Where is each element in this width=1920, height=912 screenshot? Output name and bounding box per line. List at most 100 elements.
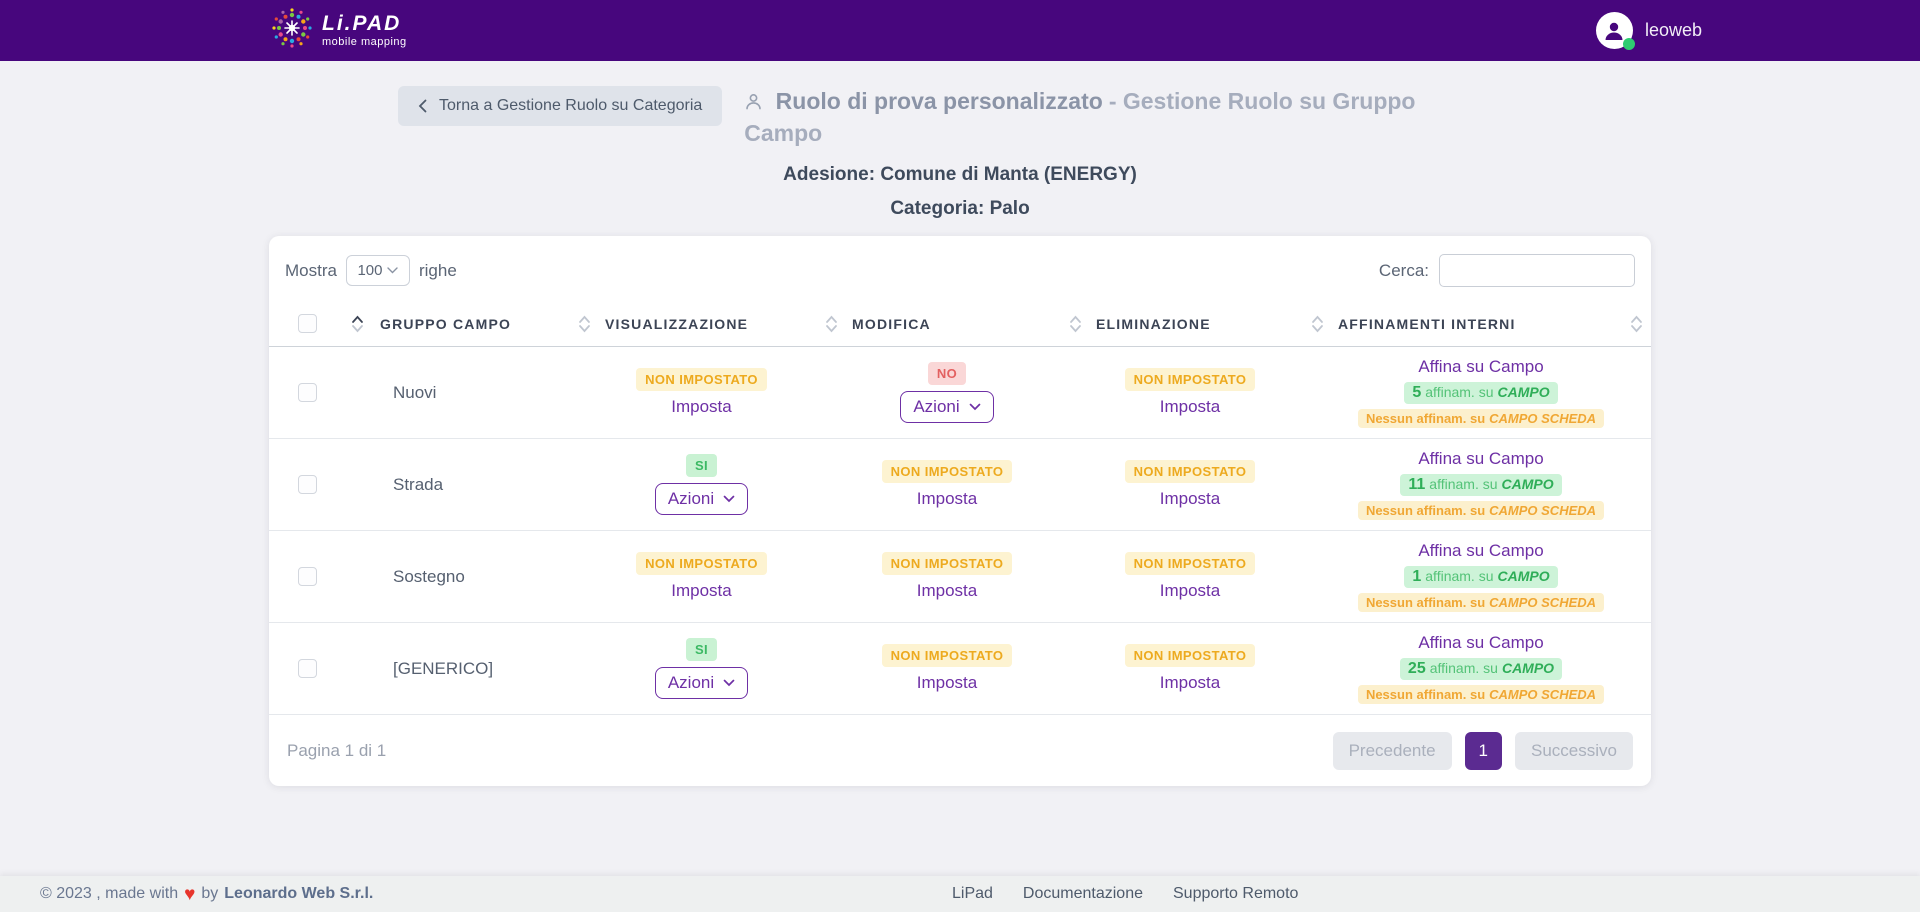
visualizzazione-badge: SI	[685, 454, 718, 477]
campo-count-badge: 25 affinam. su CAMPO	[1399, 658, 1563, 680]
logo-title: Li.PAD	[322, 12, 402, 35]
campo-scheda-text: CAMPO SCHEDA	[1489, 503, 1597, 518]
visualizzazione-badge: NON IMPOSTATO	[636, 552, 767, 575]
adesione-value: Comune di Manta (ENERGY)	[880, 164, 1137, 185]
top-navbar: Li.PAD mobile mapping leoweb	[0, 0, 1920, 61]
eliminazione-badge: NON IMPOSTATO	[1124, 644, 1256, 667]
logo-starburst-icon	[270, 6, 314, 55]
categoria-value: Palo	[989, 198, 1030, 219]
imposta-link[interactable]: Imposta	[671, 397, 732, 416]
column-header-visualizzazione[interactable]: VISUALIZZAZIONE	[578, 315, 825, 333]
affina-su-campo-link[interactable]: Affina su Campo	[1418, 541, 1544, 560]
mostra-label: Mostra	[285, 260, 337, 280]
azioni-button[interactable]: Azioni	[900, 391, 994, 423]
app-logo[interactable]: Li.PAD mobile mapping	[270, 6, 407, 55]
sort-icon[interactable]	[351, 315, 364, 333]
adesione-label: Adesione:	[783, 164, 876, 185]
username: leoweb	[1644, 20, 1702, 40]
column-header-modifica[interactable]: MODIFICA	[825, 315, 1069, 333]
affina-su-campo-link[interactable]: Affina su Campo	[1418, 633, 1544, 652]
imposta-link[interactable]: Imposta	[1159, 397, 1221, 416]
campo-scheda-text: CAMPO SCHEDA	[1489, 687, 1597, 702]
sort-icon[interactable]	[825, 315, 838, 333]
previous-page-button[interactable]: Precedente	[1332, 731, 1452, 770]
footer-link-lipad[interactable]: LiPad	[952, 885, 993, 902]
gruppo-campo-name: Strada	[393, 474, 444, 494]
imposta-link[interactable]: Imposta	[1159, 673, 1221, 692]
pagination-info: Pagina 1 di 1	[287, 740, 387, 760]
column-label: ELIMINAZIONE	[1096, 315, 1211, 332]
next-page-button[interactable]: Successivo	[1515, 731, 1633, 770]
campo-scheda-text: CAMPO SCHEDA	[1489, 411, 1597, 426]
affinam-su-text: affinam. su	[1425, 384, 1494, 400]
column-label: MODIFICA	[852, 315, 931, 332]
copyright-text: © 2023 , made with	[40, 885, 179, 902]
imposta-link[interactable]: Imposta	[916, 489, 978, 508]
page-size-select[interactable]: 100	[345, 255, 410, 286]
user-menu[interactable]: leoweb	[1595, 12, 1702, 50]
imposta-link[interactable]: Imposta	[1159, 489, 1221, 508]
current-page-button[interactable]: 1	[1464, 731, 1503, 770]
azioni-button[interactable]: Azioni	[654, 483, 749, 515]
chevron-down-icon	[723, 495, 735, 503]
column-header-gruppo-campo[interactable]: GRUPPO CAMPO	[345, 315, 578, 333]
sort-icon[interactable]	[1311, 315, 1324, 333]
eliminazione-badge: NON IMPOSTATO	[1124, 368, 1256, 391]
imposta-link[interactable]: Imposta	[1159, 581, 1221, 600]
imposta-link[interactable]: Imposta	[916, 673, 978, 692]
campo-count: 25	[1407, 660, 1426, 677]
campo-scheda-badge: Nessun affinam. su CAMPO SCHEDA	[1357, 409, 1605, 428]
back-button-label: Torna a Gestione Ruolo su Categoria	[439, 97, 703, 114]
logo-wordmark: Li.PAD mobile mapping	[322, 13, 407, 48]
table-row: Strada SI Azioni NON IMPOSTATO Imposta N…	[269, 439, 1651, 531]
affina-su-campo-link[interactable]: Affina su Campo	[1418, 357, 1544, 376]
azioni-label: Azioni	[913, 397, 960, 416]
select-all-checkbox[interactable]	[297, 314, 317, 333]
campo-count: 5	[1412, 384, 1422, 401]
chevron-left-icon	[418, 99, 427, 113]
gruppo-campo-name: Nuovi	[393, 382, 437, 402]
column-header-affinamenti-interni[interactable]: AFFINAMENTI INTERNI	[1311, 315, 1651, 333]
visualizzazione-badge: SI	[685, 638, 718, 661]
azioni-button[interactable]: Azioni	[654, 667, 749, 699]
sort-icon[interactable]	[578, 315, 591, 333]
campo-text: CAMPO	[1501, 476, 1554, 492]
search-input[interactable]	[1439, 254, 1635, 287]
imposta-link[interactable]: Imposta	[671, 581, 732, 600]
column-header-eliminazione[interactable]: ELIMINAZIONE	[1069, 315, 1311, 333]
imposta-link[interactable]: Imposta	[916, 581, 978, 600]
row-checkbox[interactable]	[297, 475, 317, 494]
back-button[interactable]: Torna a Gestione Ruolo su Categoria	[398, 86, 723, 126]
affinam-su-text: affinam. su	[1425, 568, 1494, 584]
row-checkbox[interactable]	[297, 659, 317, 678]
campo-count-badge: 1 affinam. su CAMPO	[1404, 566, 1558, 588]
avatar	[1595, 12, 1635, 50]
footer-links: LiPad Documentazione Supporto Remoto	[952, 885, 1298, 903]
nessun-text: Nessun affinam. su	[1365, 595, 1486, 610]
campo-count-badge: 11 affinam. su CAMPO	[1400, 474, 1562, 496]
footer-link-supporto-remoto[interactable]: Supporto Remoto	[1173, 885, 1299, 902]
sort-icon[interactable]	[1630, 315, 1643, 333]
affina-su-campo-link[interactable]: Affina su Campo	[1418, 449, 1544, 468]
modifica-badge: NON IMPOSTATO	[881, 460, 1013, 483]
page-header: Torna a Gestione Ruolo su Categoria Ruol…	[269, 86, 1651, 220]
nessun-text: Nessun affinam. su	[1365, 503, 1486, 518]
sort-icon[interactable]	[1069, 315, 1082, 333]
copyright: © 2023 , made with ♥ by Leonardo Web S.r…	[40, 885, 373, 904]
gruppo-campo-name: [GENERICO]	[393, 658, 494, 678]
campo-count-badge: 5 affinam. su CAMPO	[1404, 382, 1558, 404]
table-row: Nuovi NON IMPOSTATO Imposta NO Azioni NO…	[269, 347, 1651, 439]
table-controls: Mostra 100 righe Cerca:	[269, 236, 1651, 301]
role-person-icon	[744, 90, 769, 116]
footer-link-documentazione[interactable]: Documentazione	[1022, 885, 1143, 902]
campo-text: CAMPO	[1501, 660, 1555, 676]
logo-subtitle: mobile mapping	[322, 36, 407, 48]
modifica-badge: NON IMPOSTATO	[881, 644, 1013, 667]
row-checkbox[interactable]	[297, 567, 317, 586]
cerca-label: Cerca:	[1378, 260, 1429, 280]
campo-text: CAMPO	[1497, 568, 1550, 584]
table-header-row: GRUPPO CAMPO VISUALIZZAZIONE MODIFICA EL…	[269, 301, 1651, 347]
nessun-text: Nessun affinam. su	[1365, 411, 1486, 426]
row-checkbox[interactable]	[297, 383, 317, 402]
heart-icon: ♥	[184, 883, 196, 905]
